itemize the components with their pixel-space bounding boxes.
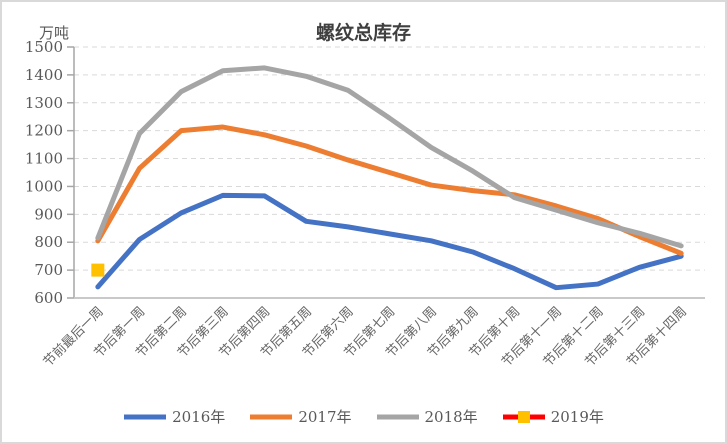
y-tick-label: 1000 (25, 177, 63, 195)
legend-item-2016年: 2016年 (123, 406, 225, 427)
legend-item-2019年: 2019年 (502, 406, 604, 427)
legend-swatch (124, 414, 167, 419)
y-tick-label: 700 (34, 261, 63, 279)
chart-legend: 2016年 2017年 2018年 2019年 (2, 406, 725, 427)
chart-title: 螺纹总库存 (315, 22, 412, 44)
y-tick-label: 800 (34, 233, 63, 251)
y-tick-label: 900 (34, 205, 63, 223)
legend-label: 2019年 (550, 408, 604, 426)
y-tick-label: 600 (34, 289, 63, 307)
legend-label: 2018年 (424, 408, 478, 426)
legend-label: 2017年 (298, 408, 352, 426)
legend-swatch (502, 410, 545, 423)
legend-label: 2016年 (172, 408, 226, 426)
y-axis-unit-label: 万吨 (39, 24, 70, 42)
x-axis-label: 节前最后一周 (40, 304, 106, 370)
legend-swatch (250, 414, 293, 419)
y-tick-label: 1300 (25, 94, 63, 112)
series-marker-2019年 (91, 263, 105, 277)
y-tick-label: 1400 (25, 66, 63, 84)
series-line-2017年 (95, 124, 684, 256)
legend-swatch (376, 414, 419, 419)
legend-marker (517, 410, 530, 423)
series-line-2016年 (95, 192, 684, 291)
y-tick-label: 1200 (25, 122, 63, 140)
legend-item-2018年: 2018年 (376, 406, 478, 427)
y-tick-label: 1500 (25, 38, 63, 56)
y-tick-label: 1100 (25, 150, 63, 168)
legend-item-2017年: 2017年 (249, 406, 352, 427)
series-line-2018年 (95, 65, 684, 249)
